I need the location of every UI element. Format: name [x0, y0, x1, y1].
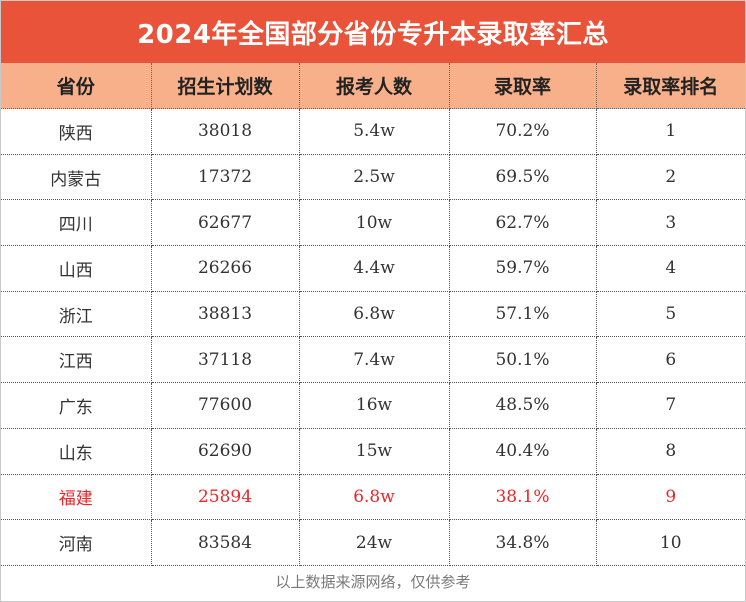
cell-plan: 38018 — [150, 108, 300, 155]
table-row: 浙江 38813 6.8w 57.1% 5 — [1, 290, 745, 338]
cell-rate: 59.7% — [448, 245, 597, 292]
cell-province: 河南 — [1, 519, 152, 566]
cell-rate: 48.5% — [448, 382, 597, 429]
table-row: 广东 77600 16w 48.5% 7 — [1, 382, 745, 429]
cell-applicants: 7.4w — [298, 336, 450, 384]
cell-province: 山西 — [1, 245, 152, 292]
cell-applicants: 24w — [298, 519, 450, 566]
header-plan: 招生计划数 — [150, 63, 300, 109]
cell-rate: 57.1% — [448, 290, 597, 338]
cell-applicants: 2.5w — [298, 153, 450, 201]
cell-applicants: 6.8w — [298, 473, 450, 521]
table-row: 河南 83584 24w 34.8% 10 — [1, 519, 745, 566]
cell-province: 浙江 — [1, 290, 152, 338]
cell-plan: 25894 — [150, 473, 300, 521]
cell-rank: 9 — [595, 473, 745, 521]
cell-rank: 7 — [595, 382, 745, 429]
cell-rank: 1 — [595, 108, 745, 155]
cell-plan: 83584 — [150, 519, 300, 566]
cell-rank: 5 — [595, 290, 745, 338]
cell-province: 福建 — [1, 473, 152, 521]
cell-rate: 50.1% — [448, 336, 597, 384]
page-title: 2024年全国部分省份专升本录取率汇总 — [1, 1, 745, 63]
cell-applicants: 10w — [298, 199, 450, 247]
cell-applicants: 16w — [298, 382, 450, 429]
cell-province: 陕西 — [1, 108, 152, 155]
cell-province: 广东 — [1, 382, 152, 429]
cell-rate: 34.8% — [448, 519, 597, 566]
cell-rank: 3 — [595, 199, 745, 247]
cell-applicants: 15w — [298, 427, 450, 475]
cell-applicants: 4.4w — [298, 245, 450, 292]
cell-plan: 26266 — [150, 245, 300, 292]
admission-rate-table: 省份 招生计划数 报考人数 录取率 录取率排名 陕西 38018 5.4w 70.2%… — [1, 63, 745, 566]
cell-rate: 69.5% — [448, 153, 597, 201]
cell-province: 江西 — [1, 336, 152, 384]
table-row: 福建 25894 6.8w 38.1% 9 — [1, 473, 745, 521]
cell-applicants: 6.8w — [298, 290, 450, 338]
header-applicants: 报考人数 — [298, 63, 450, 109]
cell-rank: 4 — [595, 245, 745, 292]
header-province: 省份 — [1, 63, 152, 109]
cell-rate: 70.2% — [448, 108, 597, 155]
cell-applicants: 5.4w — [298, 108, 450, 155]
table-row: 山西 26266 4.4w 59.7% 4 — [1, 245, 745, 292]
cell-rank: 6 — [595, 336, 745, 384]
cell-rank: 8 — [595, 427, 745, 475]
table-header-row: 省份 招生计划数 报考人数 录取率 录取率排名 — [1, 63, 745, 109]
cell-plan: 37118 — [150, 336, 300, 384]
table-row: 陕西 38018 5.4w 70.2% 1 — [1, 108, 745, 155]
cell-plan: 38813 — [150, 290, 300, 338]
cell-plan: 17372 — [150, 153, 300, 201]
cell-province: 山东 — [1, 427, 152, 475]
cell-rank: 2 — [595, 153, 745, 201]
cell-province: 内蒙古 — [1, 153, 152, 201]
cell-rank: 10 — [595, 519, 745, 566]
table-row: 内蒙古 17372 2.5w 69.5% 2 — [1, 153, 745, 201]
header-rank: 录取率排名 — [595, 63, 745, 109]
cell-rate: 40.4% — [448, 427, 597, 475]
header-rate: 录取率 — [448, 63, 597, 109]
cell-rate: 62.7% — [448, 199, 597, 247]
table-row: 山东 62690 15w 40.4% 8 — [1, 427, 745, 475]
source-note: 以上数据来源网络，仅供参考 — [275, 572, 471, 591]
cell-plan: 77600 — [150, 382, 300, 429]
table-row: 江西 37118 7.4w 50.1% 6 — [1, 336, 745, 384]
cell-plan: 62690 — [150, 427, 300, 475]
cell-province: 四川 — [1, 199, 152, 247]
table-row: 四川 62677 10w 62.7% 3 — [1, 199, 745, 247]
cell-rate: 38.1% — [448, 473, 597, 521]
cell-plan: 62677 — [150, 199, 300, 247]
